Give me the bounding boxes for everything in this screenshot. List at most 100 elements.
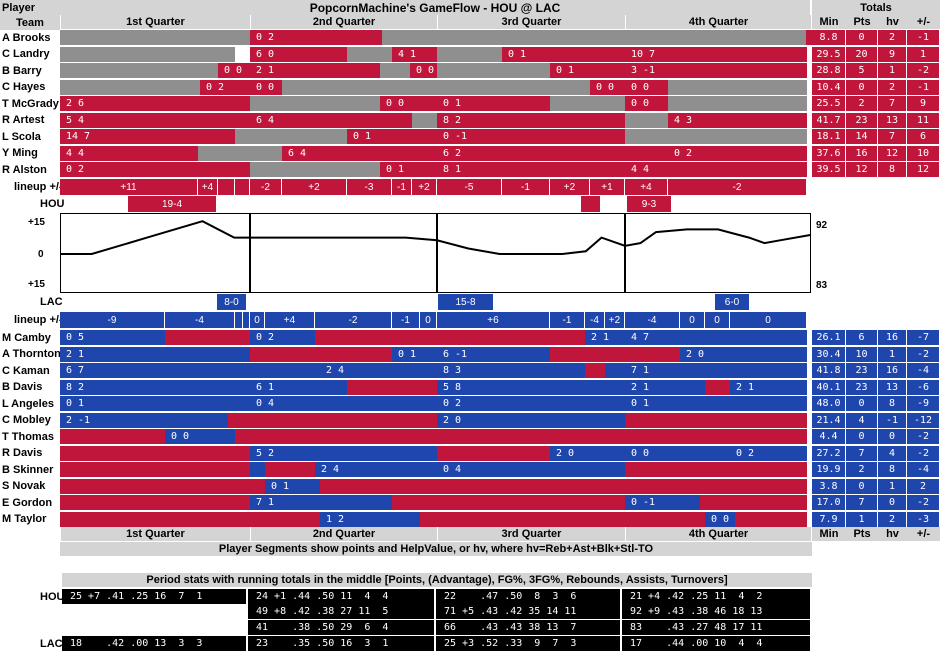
hou-player-total: 1 — [878, 63, 906, 78]
top-totals-col-min: Min — [812, 15, 846, 29]
hou-player-total: 28.8 — [812, 63, 845, 78]
hou-lineup-segment: +2 — [282, 179, 347, 195]
hou-scoring-run: 19-4 — [128, 196, 216, 212]
lac-player-total: 4 — [878, 445, 906, 461]
bottom-quarter-1: 1st Quarter — [60, 527, 250, 541]
period-stat-cell: 41 .38 .50 29 6 4 — [248, 620, 434, 635]
lac-player-total: 27.2 — [812, 445, 845, 461]
lac-player-total: -9 — [907, 396, 939, 411]
lac-player-total: 7 — [846, 495, 877, 510]
player-segment — [165, 330, 250, 345]
player-segment: 0 -1 — [625, 495, 700, 510]
player-segment: 2 1 — [730, 379, 807, 395]
hou-player-name: R Alston — [2, 163, 47, 176]
lac-player-name: A Thornton — [2, 348, 61, 360]
hou-lineup-segment — [218, 179, 235, 195]
top-totals-col-hv: hv — [878, 15, 907, 29]
player-segment: 2 0 — [437, 412, 625, 428]
player-segment: 2 6 — [60, 96, 250, 111]
player-segment — [250, 162, 380, 177]
player-segment — [60, 30, 250, 45]
lac-final-score: 83 — [816, 280, 828, 291]
lac-player-total: 0 — [846, 478, 877, 494]
hou-player-name: C Hayes — [2, 81, 46, 93]
player-segment: 0 0 — [250, 79, 282, 95]
player-segment: 0 1 — [380, 162, 437, 177]
page-title: PopcornMachine's GameFlow - HOU @ LAC — [60, 0, 810, 15]
hou-player-total: 25.5 — [812, 96, 845, 111]
player-segment: 6 4 — [282, 145, 437, 161]
period-stat-cell: 66 .43 .43 38 13 7 — [436, 620, 620, 635]
hou-player-total: 9 — [878, 46, 906, 62]
player-segment — [60, 478, 265, 494]
player-segment: 2 1 — [585, 330, 625, 345]
period-stat-cell: 17 .44 .00 10 4 4 — [622, 636, 810, 651]
lac-lineup-segment: -4 — [625, 312, 680, 328]
player-segment: 0 2 — [437, 396, 625, 411]
lac-player-total: 21.4 — [812, 412, 845, 428]
player-segment: 6 7 — [60, 363, 250, 378]
hou-player-total: 11 — [907, 112, 939, 128]
lac-scoring-run: 8-0 — [217, 294, 246, 310]
player-segment — [282, 79, 590, 95]
player-segment — [347, 46, 392, 62]
player-segment — [806, 30, 812, 45]
player-segment: 5 8 — [437, 379, 625, 395]
period-stat-cell: 92 +9 .43 .38 46 18 13 — [622, 604, 810, 619]
player-segment: 0 1 — [550, 63, 625, 78]
game-flow-line — [60, 220, 812, 255]
period-stat-cell: 24 +1 .44 .50 11 4 4 — [248, 589, 434, 604]
hou-player-name: L Scola — [2, 130, 41, 143]
period-stat-cell: 23 .35 .50 16 3 1 — [248, 636, 434, 651]
hou-player-total: 20 — [846, 46, 877, 62]
hou-player-total: -1 — [907, 30, 939, 45]
player-segment: 0 2 — [668, 145, 807, 161]
player-header: Player — [0, 0, 60, 15]
hou-player-total: 0 — [846, 79, 877, 95]
player-segment — [420, 511, 705, 527]
player-segment: 0 -1 — [437, 129, 625, 144]
hou-player-total: 10.4 — [812, 79, 845, 95]
period-stats-title: Period stats with running totals in the … — [62, 573, 812, 587]
hou-player-total: 7 — [878, 96, 906, 111]
lac-player-name: M Taylor — [2, 513, 47, 525]
flow-y-bottom: +15 — [28, 279, 45, 290]
player-segment: 2 0 — [680, 346, 807, 362]
period-stat-cell: 25 +3 .52 .33 9 7 3 — [436, 636, 620, 651]
lac-lineup-segment: -1 — [392, 312, 420, 328]
bottom-quarter-3: 3rd Quarter — [437, 527, 625, 541]
player-segment: 8 3 — [437, 363, 585, 378]
player-segment — [585, 363, 605, 378]
player-segment — [437, 495, 625, 510]
player-segment: 1 2 — [320, 511, 420, 527]
hou-player-total: 10 — [907, 145, 939, 161]
hou-player-total: 12 — [846, 162, 877, 177]
bottom-quarter-4: 4th Quarter — [625, 527, 811, 541]
lac-player-total: -2 — [907, 495, 939, 510]
player-segment: 2 -1 — [60, 412, 228, 428]
player-segment: 4 3 — [668, 112, 807, 128]
hou-player-total: 13 — [878, 112, 906, 128]
lac-player-total: -3 — [907, 511, 939, 527]
hou-lineup-segment: +2 — [412, 179, 437, 195]
hou-player-total: 2 — [846, 96, 877, 111]
hou-player-total: 14 — [846, 129, 877, 144]
player-segment: 6 2 — [437, 145, 668, 161]
hou-player-total: 7 — [878, 129, 906, 144]
player-segment — [60, 445, 250, 461]
player-segment — [60, 79, 200, 95]
bottom-totals-col-min: Min — [812, 527, 846, 541]
lac-player-total: 3.8 — [812, 478, 845, 494]
player-segment — [605, 363, 625, 378]
player-segment: 0 0 — [410, 63, 437, 78]
bottom-totals-col-: +/- — [907, 527, 940, 541]
player-segment — [437, 63, 550, 78]
player-segment — [235, 129, 347, 144]
period-stat-cell: 22 .47 .50 8 3 6 — [436, 589, 620, 604]
hou-player-total: 18.1 — [812, 129, 845, 144]
player-segment: 8 2 — [437, 112, 625, 128]
lac-player-total: 1 — [878, 478, 906, 494]
lac-player-total: 30.4 — [812, 346, 845, 362]
lac-player-total: 4 — [846, 412, 877, 428]
player-segment: 0 4 — [437, 462, 625, 477]
